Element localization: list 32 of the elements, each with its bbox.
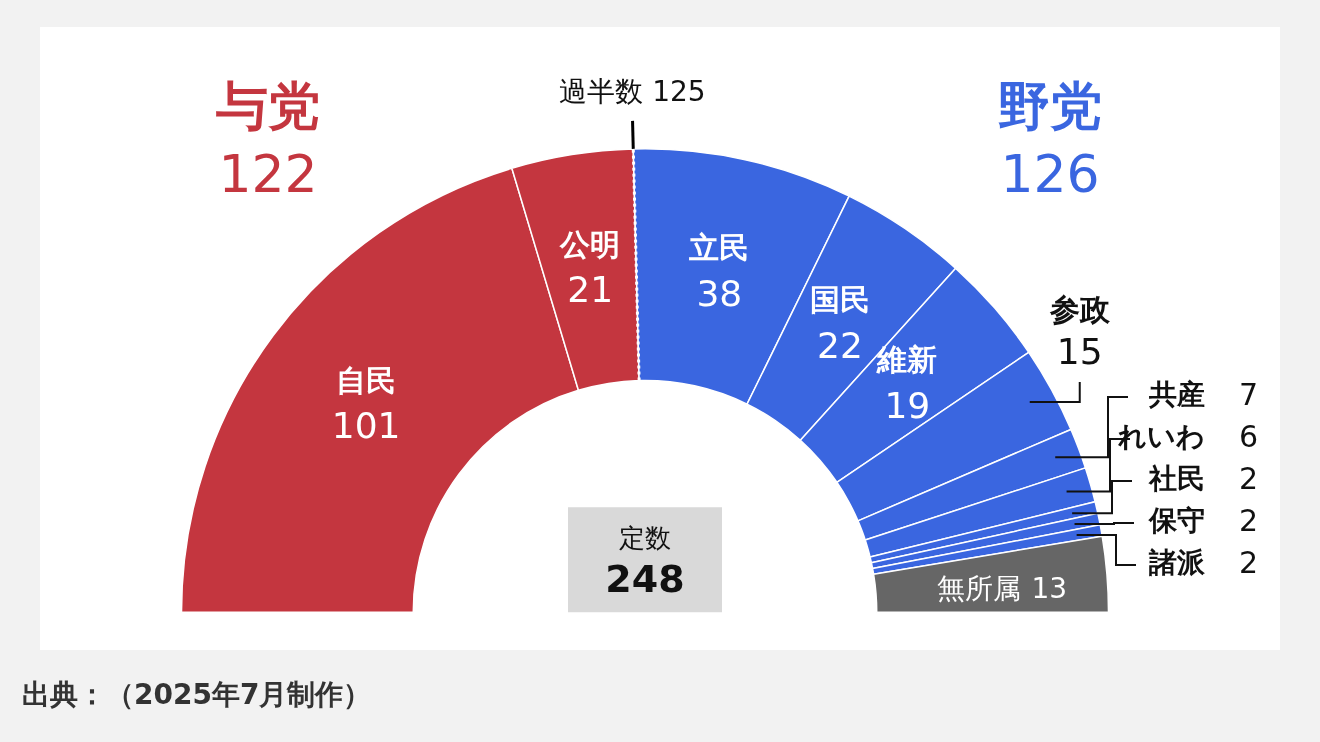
slice-label: 国民 — [809, 282, 870, 318]
data-label: 7 — [1238, 376, 1258, 412]
text: 126 — [1000, 143, 1100, 204]
text: 定数 — [619, 523, 671, 553]
data-label: 19 — [884, 384, 931, 426]
text: 248 — [605, 557, 685, 602]
slice-label: 諸派 — [1148, 546, 1206, 580]
slice-label: 立民 — [688, 230, 750, 266]
slice-label: 無所属 — [937, 571, 1022, 605]
text: 野党 — [998, 75, 1102, 136]
data-label: 15 — [1056, 331, 1103, 373]
data-label: 2 — [1238, 502, 1258, 538]
data-label: 13 — [1031, 571, 1068, 605]
text: 与党 — [216, 75, 320, 136]
slice-label: 共産 — [1148, 378, 1205, 412]
data-label: 2 — [1238, 460, 1258, 496]
slice-label: 参政 — [1048, 291, 1111, 327]
slice-label: 公明 — [559, 226, 621, 262]
data-label: 21 — [567, 269, 614, 311]
source-note: 出典：（2025年7月制作） — [22, 678, 372, 712]
slice-label: れいわ — [1118, 420, 1205, 454]
slice-label: 自民 — [336, 362, 397, 398]
data-label: 6 — [1238, 418, 1258, 454]
slice-label: 社民 — [1148, 462, 1205, 496]
data-label: 2 — [1238, 544, 1258, 580]
slice-label: 維新 — [876, 341, 938, 377]
data-label: 101 — [331, 405, 401, 447]
data-label: 38 — [696, 273, 743, 315]
text: 122 — [218, 143, 318, 204]
slice-label: 保守 — [1148, 504, 1205, 538]
data-label: 22 — [817, 324, 863, 366]
text: 過半数 125 — [559, 75, 706, 109]
